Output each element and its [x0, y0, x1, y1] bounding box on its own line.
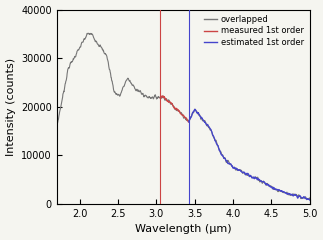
Legend: overlapped, measured 1st order, estimated 1st order: overlapped, measured 1st order, estimate…: [203, 14, 306, 48]
X-axis label: Wavelength (μm): Wavelength (μm): [135, 224, 232, 234]
Y-axis label: Intensity (counts): Intensity (counts): [5, 58, 16, 156]
